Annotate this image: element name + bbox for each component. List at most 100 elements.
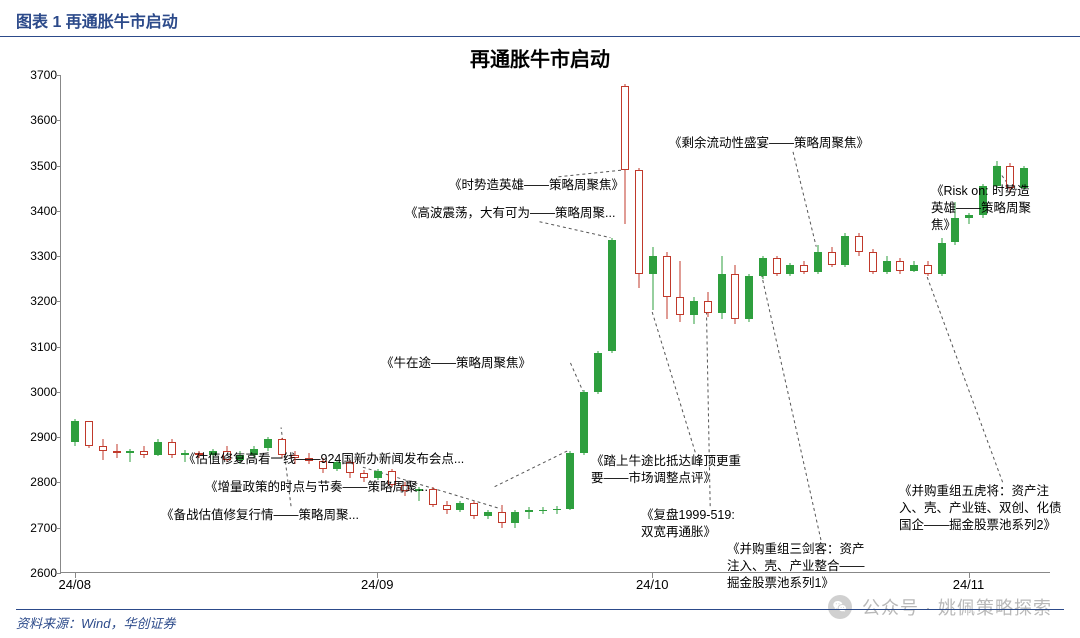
candle-body (374, 471, 382, 478)
candle-body (621, 86, 629, 170)
candle-body (113, 451, 121, 453)
source-footer: 资料来源：Wind，华创证券 (16, 609, 1064, 632)
candle-body (759, 258, 767, 276)
candle-body (443, 505, 451, 510)
candle-body (154, 442, 162, 456)
candle-body (594, 353, 602, 391)
y-tick-mark (56, 528, 61, 529)
candle (130, 75, 131, 573)
candle-body (608, 240, 616, 351)
candle-body (360, 473, 368, 478)
candle-body (580, 392, 588, 453)
chart-area: 再通胀牛市启动 26002700280029003000310032003300… (16, 41, 1064, 601)
y-tick-mark (56, 166, 61, 167)
annotation-label: 《增量政策的时点与节奏——策略周聚... (205, 479, 495, 496)
annotation-label: 《估值修复高看一线——924国新办新闻发布会点... (183, 451, 543, 468)
candle (597, 75, 598, 573)
candle (144, 75, 145, 573)
candle-body (168, 442, 176, 456)
candle (254, 75, 255, 573)
y-tick-label: 2700 (17, 521, 57, 535)
candle (570, 75, 571, 573)
candle-body (883, 261, 891, 272)
y-tick-label: 2800 (17, 475, 57, 489)
annotation-label: 《备战估值修复行情——策略周聚... (161, 507, 421, 524)
candlestick-plot: 2600270028002900300031003200330034003500… (60, 75, 1050, 573)
annotation-leader-line (558, 170, 624, 177)
candle-body (896, 261, 904, 271)
candle-body (71, 421, 79, 441)
candle (405, 75, 406, 573)
annotation-leader-line (570, 363, 582, 391)
annotation-label: 《时势造英雄——策略周聚焦》 (449, 177, 669, 194)
candle-body (745, 276, 753, 319)
candle (364, 75, 365, 573)
y-tick-label: 3100 (17, 340, 57, 354)
candle (666, 75, 667, 573)
y-tick-label: 3700 (17, 68, 57, 82)
annotation-leader-line (926, 274, 1003, 482)
candle-body (704, 301, 712, 312)
candle (446, 75, 447, 573)
annotation-leader-line (652, 310, 696, 452)
candle-body (85, 421, 93, 446)
candle (322, 75, 323, 573)
candle-body (470, 503, 478, 517)
candle-body (800, 265, 808, 272)
candle (474, 75, 475, 573)
candle (226, 75, 227, 573)
x-tick-label: 24/10 (636, 577, 669, 592)
annotation-label: 《并购重组三剑客：资产注入、壳、产业整合——掘金股票池系列1》 (727, 541, 917, 592)
annotation-label: 《复盘1999-519:双宽再通胀》 (641, 507, 781, 541)
y-tick-label: 3300 (17, 249, 57, 263)
y-tick-label: 3500 (17, 159, 57, 173)
candle (584, 75, 585, 573)
candle (102, 75, 103, 573)
candle (611, 75, 612, 573)
y-tick-mark (56, 256, 61, 257)
y-tick-label: 3200 (17, 294, 57, 308)
candle-body (99, 446, 107, 451)
candle-body (938, 243, 946, 275)
candle (487, 75, 488, 573)
y-tick-label: 3600 (17, 113, 57, 127)
candle-wick (542, 507, 543, 514)
candle-body (869, 252, 877, 272)
candle-body (566, 453, 574, 509)
candle-body (264, 439, 272, 448)
candle (652, 75, 653, 573)
y-tick-label: 2600 (17, 566, 57, 580)
y-tick-mark (56, 211, 61, 212)
candle (432, 75, 433, 573)
candle (157, 75, 158, 573)
y-tick-mark (56, 347, 61, 348)
y-tick-mark (56, 120, 61, 121)
source-text: 资料来源：Wind，华创证券 (16, 616, 176, 631)
y-tick-mark (56, 482, 61, 483)
candle (281, 75, 282, 573)
candle-body (690, 301, 698, 315)
candle-body (676, 297, 684, 315)
candle-body (814, 252, 822, 272)
y-tick-label: 3400 (17, 204, 57, 218)
candle-body (498, 512, 506, 523)
candle-body (649, 256, 657, 274)
candle (336, 75, 337, 573)
candle (419, 75, 420, 573)
candle (639, 75, 640, 573)
x-tick-label: 24/09 (361, 577, 394, 592)
candle-body (126, 451, 134, 453)
candle (377, 75, 378, 573)
candle (391, 75, 392, 573)
candle (75, 75, 76, 573)
annotation-label: 《踏上牛途比抵达峰顶更重要——市场调整点评》 (591, 453, 801, 487)
candle (556, 75, 557, 573)
candle (212, 75, 213, 573)
y-tick-label: 2900 (17, 430, 57, 444)
annotation-leader-line (540, 222, 611, 238)
candle (501, 75, 502, 573)
candle (116, 75, 117, 573)
annotation-label: 《并购重组五虎将：资产注入、壳、产业链、双创、化债国企——掘金股票池系列2》 (899, 483, 1080, 534)
candle (350, 75, 351, 573)
candle-body (553, 509, 561, 510)
